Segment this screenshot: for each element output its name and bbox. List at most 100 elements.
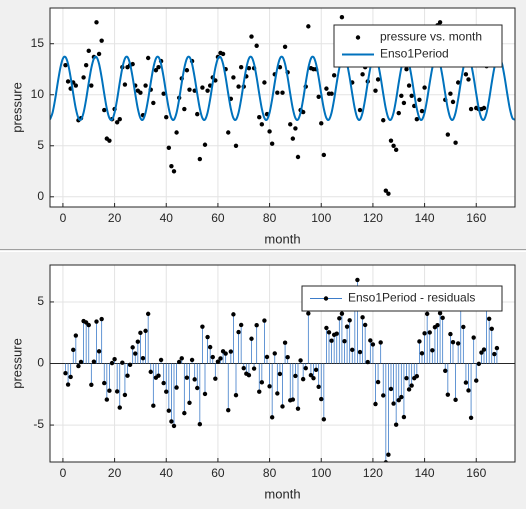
data-point <box>202 142 208 147</box>
data-point <box>445 132 451 137</box>
stem-marker <box>443 368 448 373</box>
data-point <box>257 114 262 120</box>
stem-marker <box>226 407 231 413</box>
x-tick-label: 80 <box>263 466 277 480</box>
data-point <box>166 145 172 151</box>
legend-box <box>333 24 503 68</box>
stem-marker <box>368 338 373 343</box>
x-tick-label: 20 <box>108 211 122 225</box>
stem-marker <box>238 322 244 328</box>
stem-marker <box>373 401 378 407</box>
data-point <box>295 154 301 160</box>
stem-marker <box>210 354 215 360</box>
stem-marker <box>489 326 494 331</box>
data-point <box>288 122 293 127</box>
data-point <box>455 80 461 85</box>
axes: 0 20 40 60 80 100 120 140 160 -5 0 5 month pressure En… <box>9 264 516 501</box>
data-point <box>151 100 156 106</box>
stem-marker <box>486 316 492 322</box>
stem-marker <box>399 394 404 400</box>
stem-marker <box>259 380 265 385</box>
data-point <box>290 136 296 141</box>
stem-marker <box>337 316 342 321</box>
data-point <box>195 111 200 117</box>
stem-marker <box>138 330 143 336</box>
stem-marker <box>104 397 110 402</box>
x-tick-label: 100 <box>311 211 331 225</box>
stem-marker <box>164 389 169 394</box>
x-tick-label: 140 <box>415 211 435 225</box>
stem-marker <box>298 358 303 363</box>
stem-marker <box>267 384 272 389</box>
x-tick-label: 120 <box>363 466 383 480</box>
stem-marker <box>277 371 283 377</box>
data-point <box>96 51 102 57</box>
stem-marker <box>262 318 267 323</box>
stem-marker <box>427 330 432 335</box>
data-point <box>282 44 288 49</box>
stem-marker <box>122 392 128 398</box>
data-point <box>169 163 174 169</box>
data-point <box>238 64 244 70</box>
data-point <box>153 68 159 73</box>
stem-marker <box>422 331 427 336</box>
stem-marker <box>424 311 430 317</box>
stem-marker <box>365 359 370 365</box>
axes-frame <box>49 7 516 208</box>
stem-marker <box>453 397 458 403</box>
stem-marker <box>140 356 146 361</box>
data-point <box>83 62 89 68</box>
data-point <box>391 143 396 148</box>
data-point <box>267 129 272 134</box>
stem-marker <box>151 403 156 408</box>
data-point <box>86 48 91 54</box>
stem-marker <box>176 359 182 365</box>
stem-marker <box>481 347 487 352</box>
data-point <box>406 83 412 88</box>
x-tick-label: 60 <box>211 211 225 225</box>
stem-marker <box>68 374 73 380</box>
y-tick-label: 0 <box>37 356 44 370</box>
stem-marker <box>386 452 391 457</box>
data-point <box>437 20 443 25</box>
data-point <box>262 80 267 85</box>
stem-marker <box>89 382 94 388</box>
data-point <box>161 91 166 96</box>
stem-marker <box>102 380 107 386</box>
stem-marker <box>342 339 347 344</box>
stem-marker <box>218 356 223 361</box>
data-point <box>63 62 68 68</box>
stem-marker <box>249 336 254 341</box>
stem-marker <box>375 379 381 385</box>
data-point <box>249 34 254 39</box>
stem-marker <box>197 422 203 427</box>
stem-marker <box>213 376 218 381</box>
legend-marker <box>323 296 329 301</box>
stem-marker <box>492 351 497 357</box>
data-point <box>187 87 192 92</box>
data-point <box>233 143 239 148</box>
data-point <box>143 83 148 88</box>
y-tick-label: 5 <box>37 138 44 152</box>
data-point <box>414 117 420 122</box>
stem-marker <box>445 392 451 397</box>
stem-marker <box>200 324 205 329</box>
stem-marker <box>184 375 190 380</box>
stem-marker <box>334 331 339 336</box>
stem-marker <box>471 335 476 340</box>
stem-marker <box>357 349 363 355</box>
stem-marker <box>145 311 151 317</box>
x-tick-label: 20 <box>108 466 122 480</box>
x-axis-label: month <box>264 231 300 246</box>
data-point <box>174 130 179 135</box>
x-axis-label: month <box>264 486 300 501</box>
stem-marker <box>280 404 285 409</box>
data-point <box>399 93 404 98</box>
data-point <box>254 43 259 48</box>
data-point <box>130 61 135 67</box>
y-tick-label: 15 <box>31 36 45 50</box>
x-tick-label: 120 <box>363 211 383 225</box>
data-point <box>481 105 487 111</box>
stem-marker <box>133 351 138 356</box>
